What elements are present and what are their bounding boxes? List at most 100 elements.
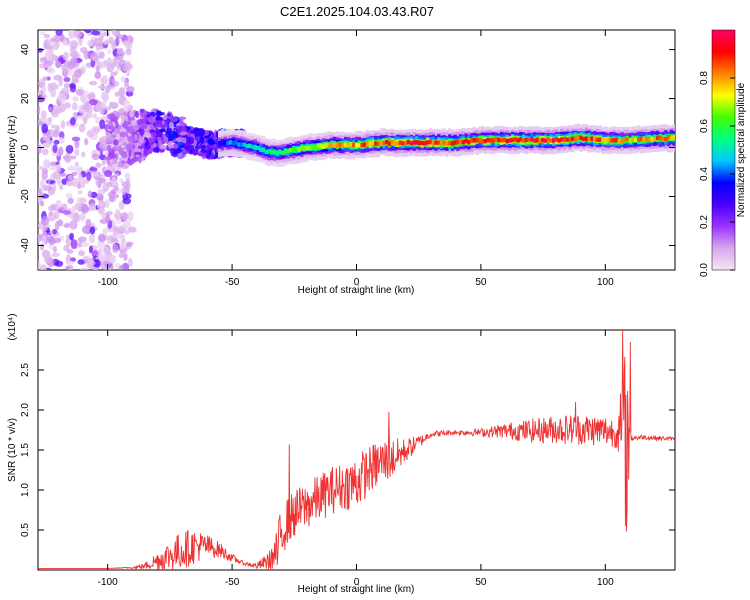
spectrogram-cell	[91, 112, 98, 119]
spectrogram-cell	[147, 142, 153, 147]
spectrogram-x-label: Height of straight line (km)	[298, 285, 415, 296]
spectrogram-cell	[357, 143, 362, 148]
x-tick-label: -100	[98, 277, 118, 288]
spectrogram-cell	[110, 237, 119, 243]
spectrogram-cell	[74, 202, 82, 211]
spectrogram-cell	[40, 264, 47, 270]
spectrogram-cell	[420, 140, 424, 146]
spectrogram-cell	[67, 174, 74, 181]
y-tick-label: 1.0	[20, 483, 31, 497]
spectrogram-cell	[286, 148, 290, 154]
spectrogram-cell	[404, 140, 408, 146]
spectrogram-cell	[77, 189, 83, 195]
spectrogram-cell	[234, 140, 238, 145]
spectrogram-cell	[70, 239, 78, 250]
spectrogram-cell	[527, 137, 531, 142]
spectrogram-cell	[655, 135, 660, 140]
spectrogram-cell	[371, 140, 375, 145]
spectrogram-cell	[98, 177, 107, 184]
spectrogram-cell	[223, 140, 227, 145]
spectrogram-cell	[112, 139, 119, 146]
spectrogram-cell	[502, 137, 507, 142]
spectrogram-cell	[417, 140, 422, 145]
spectrogram-cell	[103, 31, 111, 37]
spectrogram-cell	[121, 122, 130, 127]
spectrogram-cell	[584, 136, 589, 141]
spectrogram-cell	[65, 192, 73, 199]
spectrogram-cell	[127, 257, 133, 267]
spectrogram-cell	[631, 137, 635, 142]
spectrogram-cell	[127, 226, 134, 231]
spectrogram-cell	[606, 137, 611, 142]
spectrogram-cell	[69, 232, 75, 241]
spectrogram-cell	[376, 141, 381, 147]
spectrogram-cell	[78, 241, 83, 248]
spectrogram-cell	[127, 135, 136, 143]
spectrogram-cell	[322, 144, 326, 149]
spectrogram-cell	[152, 146, 159, 153]
colorbar-tick-label: 0.8	[699, 71, 710, 85]
spectrogram-cell	[179, 118, 184, 124]
spectrogram-cell	[125, 130, 129, 136]
spectrogram-cell	[65, 260, 74, 266]
spectrogram-cell	[166, 127, 173, 136]
spectrogram-cell	[139, 128, 145, 136]
spectrogram-cell	[88, 80, 98, 86]
spectrogram-cell	[107, 256, 117, 264]
spectrogram-cell	[61, 64, 67, 73]
spectrogram-cell	[346, 142, 351, 148]
spectrogram-cell	[89, 226, 96, 235]
spectrogram-cell	[145, 138, 149, 147]
spectrogram-cell	[374, 141, 378, 146]
spectrogram-cell	[62, 38, 68, 46]
spectrogram-cell	[197, 152, 204, 157]
spectrogram-cell	[50, 172, 58, 182]
spectrogram-cell	[486, 137, 490, 143]
spectrogram-cell	[576, 134, 581, 140]
spectrogram-cell	[128, 149, 132, 158]
spectrogram-cell	[78, 236, 87, 243]
y-tick-label: -20	[20, 189, 31, 204]
spectrogram-cell	[300, 145, 304, 151]
spectrogram-cell	[382, 140, 386, 146]
spectrogram-cell	[609, 138, 613, 143]
spectrogram-cell	[127, 133, 132, 137]
y-tick-label: 1.5	[20, 443, 31, 457]
spectrogram-cell	[491, 138, 496, 143]
snr-x-axis: -100 -50 0 50 100	[98, 330, 614, 588]
spectrogram-cell	[195, 136, 201, 142]
spectrogram-cell	[475, 137, 479, 143]
spectrogram-cell	[472, 137, 476, 143]
spectrogram-cell	[103, 156, 112, 161]
spectrogram-cell	[333, 142, 337, 147]
spectrogram-cell	[245, 144, 249, 149]
spectrogram-cell	[52, 42, 59, 51]
spectrogram-cell	[65, 144, 74, 154]
spectrogram-cell	[385, 139, 389, 145]
spectrogram-cell	[58, 137, 65, 144]
spectrogram-cell	[176, 141, 182, 146]
spectrogram-cell	[39, 200, 45, 207]
spectrogram-cell	[126, 193, 132, 199]
spectrogram-cell	[524, 137, 529, 142]
spectrogram-cell	[105, 39, 112, 44]
spectrogram-cell	[614, 137, 619, 143]
spectrogram-cell	[107, 57, 112, 65]
spectrogram-cell	[272, 149, 277, 155]
spectrogram-cell	[106, 144, 112, 152]
spectrogram-cell	[83, 227, 90, 234]
spectrogram-cell	[126, 143, 134, 152]
x-tick-label: -100	[98, 577, 118, 588]
spectrogram-cell	[39, 57, 48, 64]
spectrogram-cell	[461, 140, 466, 145]
spectrogram-cell	[120, 234, 126, 243]
snr-frame	[37, 329, 676, 571]
spectrogram-cell	[68, 30, 76, 39]
spectrogram-cell	[239, 142, 244, 147]
spectrogram-cell	[645, 136, 649, 142]
spectrogram-cell	[62, 52, 69, 61]
spectrogram-cell	[38, 261, 42, 270]
spectrogram-cell	[88, 99, 98, 106]
spectrogram-cell	[42, 184, 48, 192]
colorbar-label: Normalized spectral amplitude	[736, 82, 747, 217]
